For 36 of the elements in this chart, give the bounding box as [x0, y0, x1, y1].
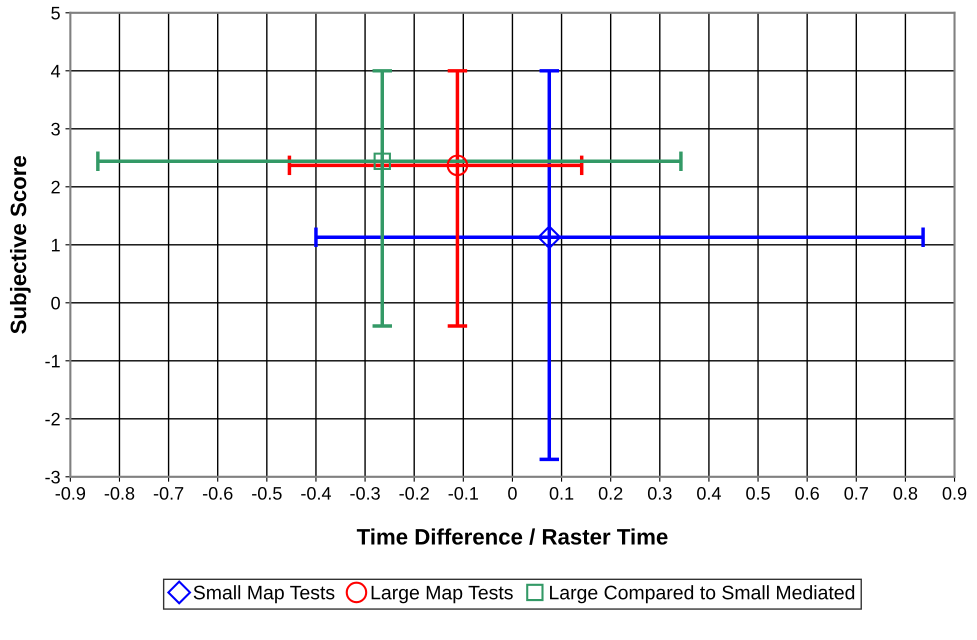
x-tick-label: 0.7: [844, 487, 868, 500]
y-tick-label: 3: [51, 122, 60, 136]
y-axis-title: Subjective Score: [10, 156, 31, 334]
y-tick-label: 0: [51, 296, 60, 310]
x-tick-label: -0.6: [202, 487, 232, 500]
x-tick-label: 0.5: [746, 487, 770, 500]
x-tick-label: -0.3: [350, 487, 380, 500]
x-axis-title: Time Difference / Raster Time: [356, 528, 668, 545]
x-tick-label: 0.6: [795, 487, 819, 500]
y-tick-label: -1: [45, 354, 60, 368]
y-tick-label: 2: [51, 180, 60, 194]
x-tick-label: -0.2: [399, 487, 429, 500]
y-tick-label: -2: [45, 412, 60, 426]
point: [446, 154, 468, 176]
legend-label: Small Map Tests: [194, 585, 334, 604]
y-tick-label: 5: [51, 6, 60, 20]
y-tick-label: -3: [45, 470, 60, 484]
x-tick-label: -0.8: [104, 487, 134, 500]
x-tick-label: 0.8: [894, 487, 918, 500]
x-tick-label: 0.3: [648, 487, 672, 500]
point: [537, 225, 562, 250]
x-tick-label: -0.7: [154, 487, 184, 500]
x-tick-label: 0.9: [942, 487, 966, 500]
x-tick-label: 0.2: [598, 487, 622, 500]
x-tick-label: -0.4: [301, 487, 331, 500]
legend-label: Large Map Tests: [372, 586, 513, 604]
y-tick-label: 1: [52, 238, 60, 252]
x-tick-label: -0.1: [448, 487, 478, 500]
x-tick-label: -0.9: [56, 487, 86, 500]
point: [374, 152, 391, 170]
x-tick-label: 0.1: [550, 487, 574, 500]
x-tick-label: 0: [508, 487, 517, 500]
x-tick-label: -0.5: [252, 487, 282, 500]
legend-label: Large Compared to Small Mediated: [550, 585, 854, 604]
y-tick-label: 4: [50, 64, 60, 78]
x-tick-label: 0.4: [697, 487, 721, 500]
